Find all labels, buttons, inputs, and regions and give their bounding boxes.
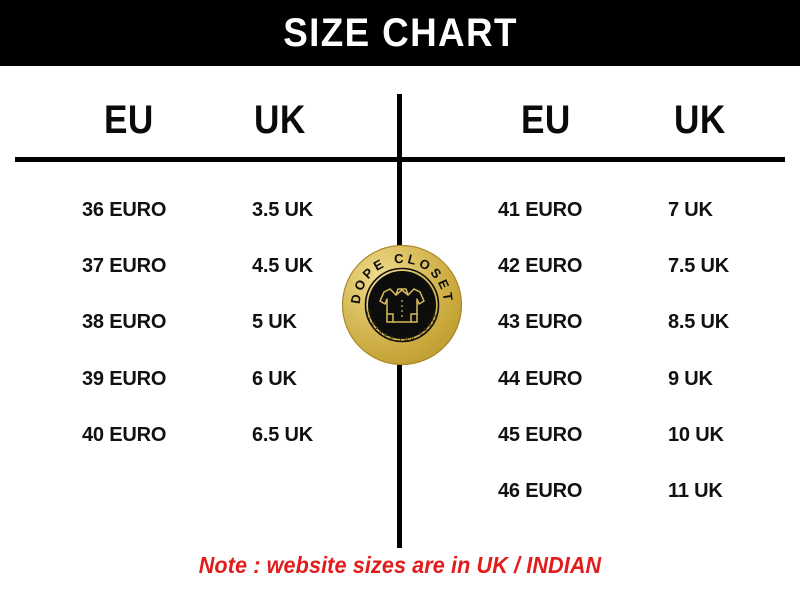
shirt-buttons-icon [401,300,403,317]
header-bar: SIZE CHART [0,0,800,66]
table-row: 42 EURO [498,255,583,277]
shirt-icon [379,288,425,323]
table-row: 5 UK [252,311,297,333]
table-row: 39 EURO [82,368,167,390]
table-row: 9 UK [668,368,713,390]
table-row: 11 UK [668,480,723,502]
table-row: 4.5 UK [252,255,314,277]
table-row: 38 EURO [82,311,167,333]
table-row: 8.5 UK [668,311,730,333]
dope-closet-badge-icon: DOPE CLOSET CLOTHES YOU CRAVE [342,245,462,365]
table-row: 6 UK [252,368,297,390]
table-row: 10 UK [668,424,724,446]
table-row: 43 EURO [498,311,583,333]
table-row: 6.5 UK [252,424,314,446]
note-text: Note : website sizes are in UK / INDIAN [198,552,602,578]
column-header-uk-left: UK [254,98,306,142]
column-header-eu-right: EU [521,98,571,142]
column-header-uk-right: UK [674,98,726,142]
column-header-eu-left: EU [104,98,154,142]
table-row: 36 EURO [82,199,167,221]
table-row: 46 EURO [498,480,583,502]
table-row: 44 EURO [498,368,583,390]
table-row: 7.5 UK [668,255,730,277]
table-row: 45 EURO [498,424,583,446]
table-row: 7 UK [668,199,713,221]
table-row: 37 EURO [82,255,167,277]
brand-logo: DOPE CLOSET CLOTHES YOU CRAVE [342,245,462,365]
table-row: 3.5 UK [252,199,314,221]
table-row: 41 EURO [498,199,583,221]
table-row: 40 EURO [82,424,167,446]
page-title: SIZE CHART [282,11,518,55]
